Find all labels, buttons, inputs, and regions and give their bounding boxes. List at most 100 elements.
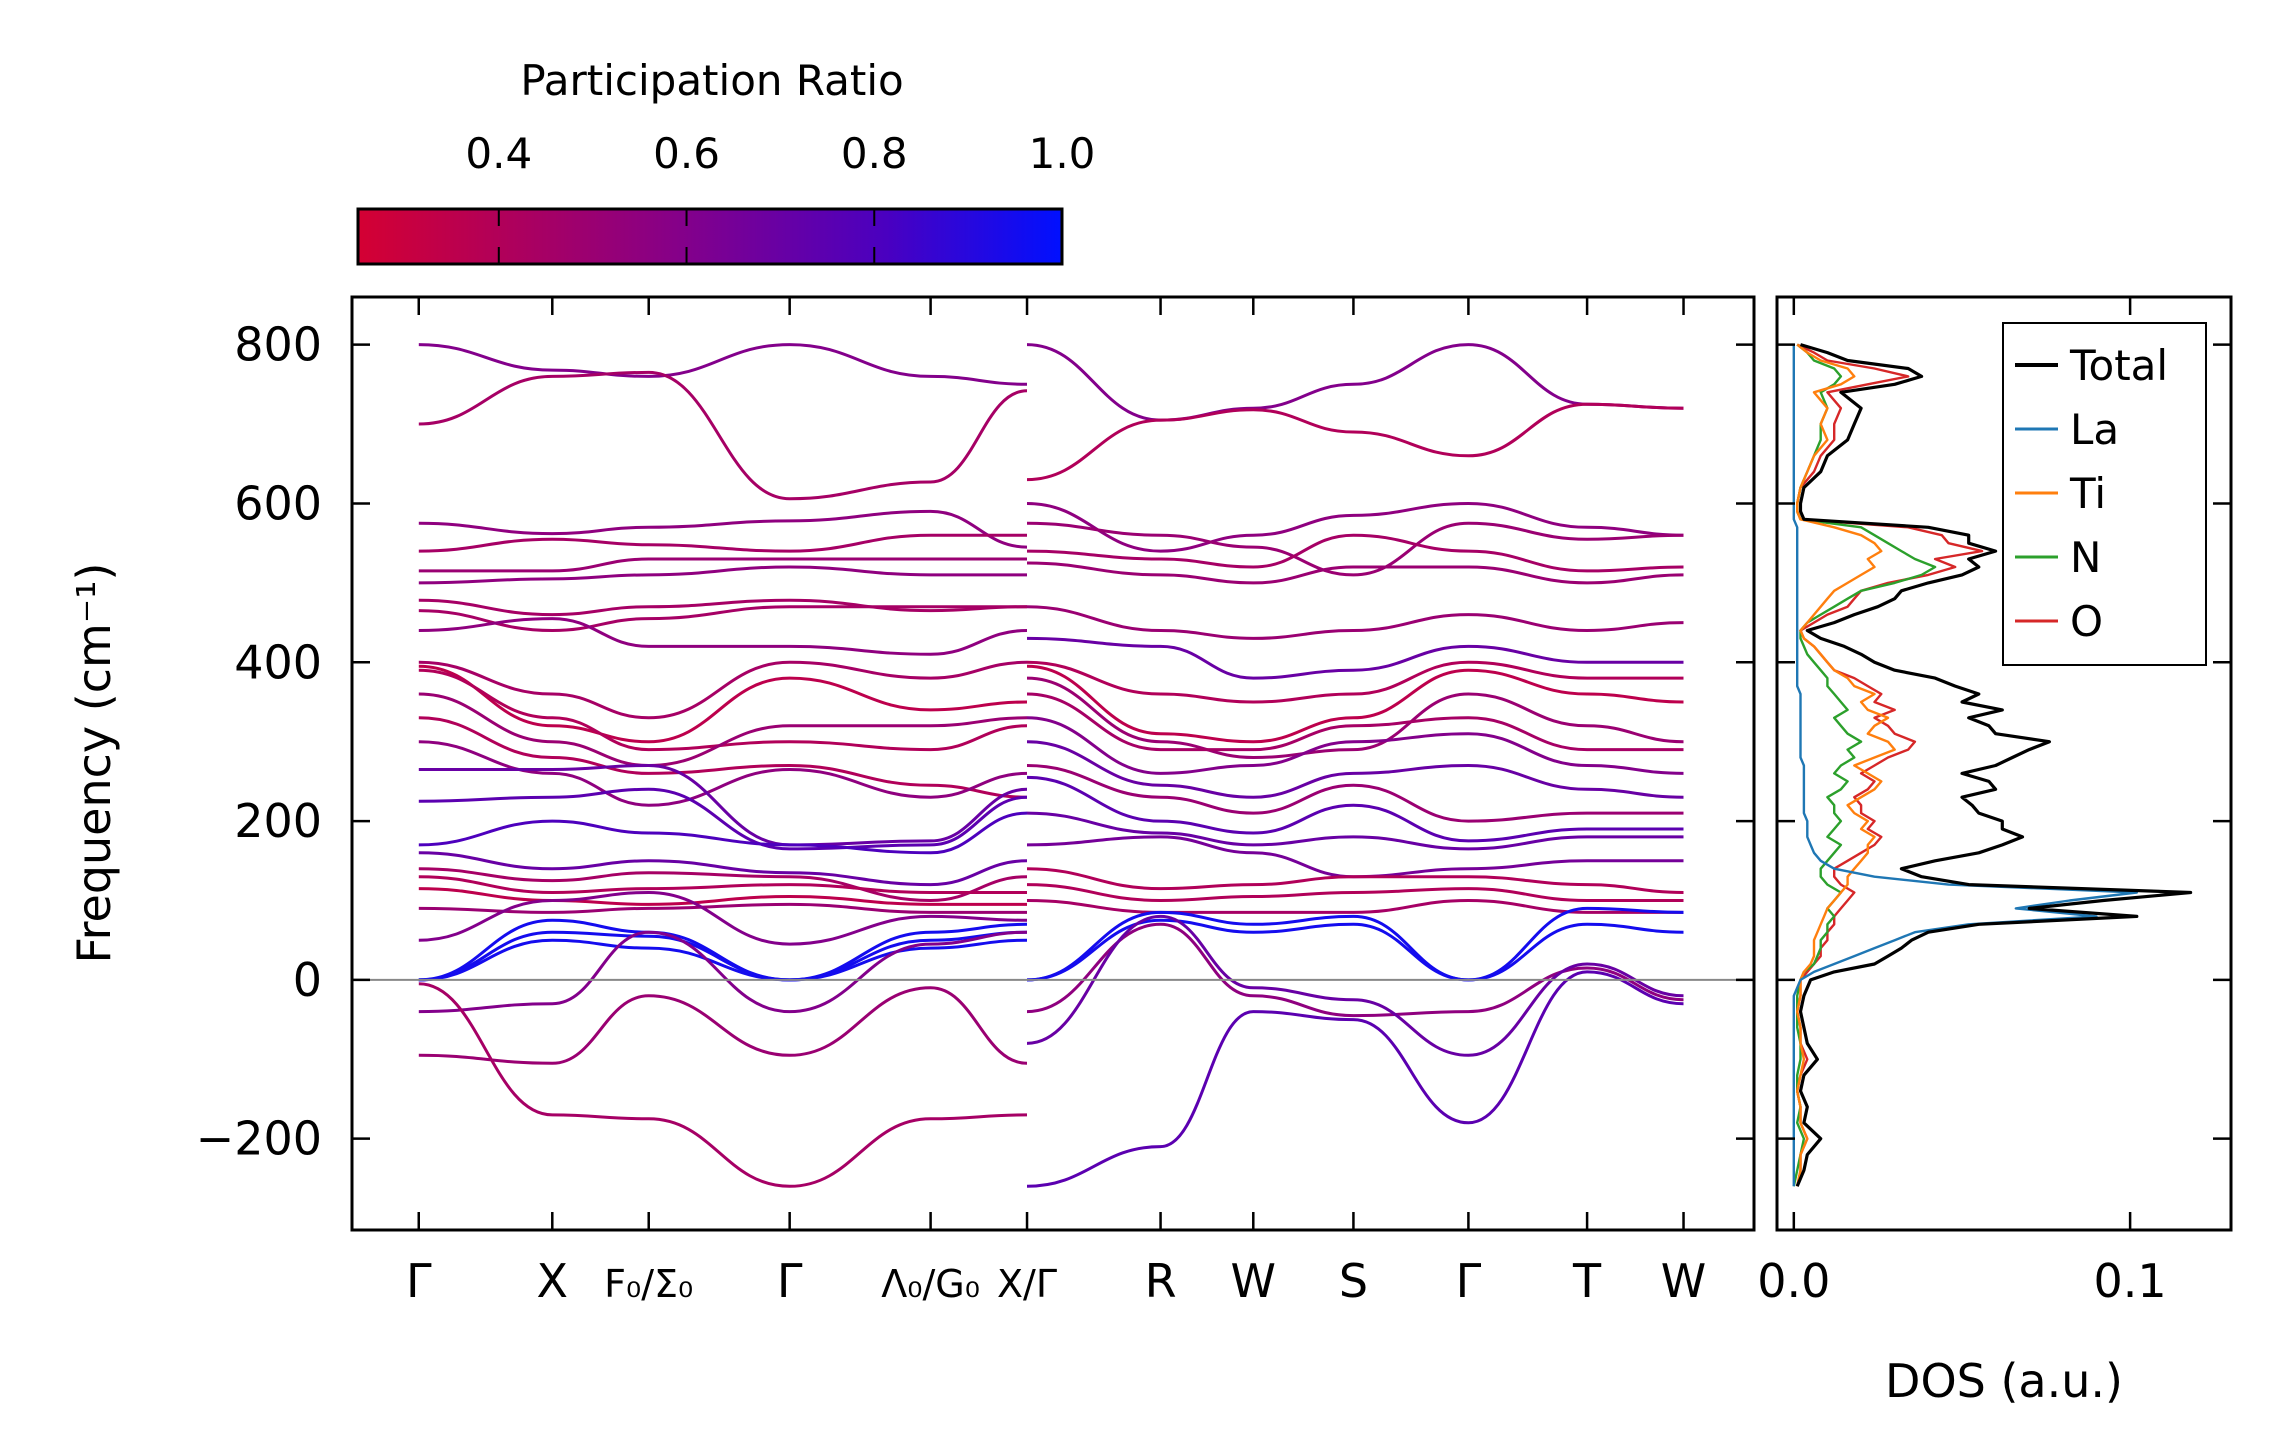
phonon-branch-b-15: [1026, 775, 1684, 843]
colorbar-tick-label: 0.4: [465, 129, 532, 178]
x-tick-label: Γ: [1456, 1254, 1482, 1308]
phonon-branch-b-20: [1026, 898, 1684, 914]
y-tick-label: 200: [234, 794, 322, 848]
phonon-branch-a-28: [418, 986, 1028, 1065]
phonon-branch-a-12: [418, 692, 1028, 768]
colorbar-tick-label: 1.0: [1029, 129, 1096, 178]
band-axes-frame: [350, 295, 1756, 1232]
dos-line-ti: [1796, 343, 1896, 1187]
x-tick-label: W: [1231, 1254, 1276, 1308]
band-y-axis-label: Frequency (cm⁻¹): [67, 563, 121, 964]
phonon-branch-b-8: [1026, 660, 1684, 704]
phonon-branch-b-7: [1026, 636, 1684, 680]
phonon-branch-a-0: [418, 343, 1028, 386]
x-tick-label: Λ₀/G₀: [881, 1262, 980, 1306]
phonon-branch-a-13: [418, 716, 1028, 799]
dos-ticks: 0.0 0.1: [1757, 297, 2231, 1308]
y-tick-label: 0: [293, 953, 322, 1007]
phonon-branch-b-21: [1026, 906, 1684, 982]
colorbar-tick-label: 0.8: [841, 129, 908, 178]
dos-panel: 0.0 0.1 DOS (a.u.) Total La Ti NO: [1757, 295, 2233, 1408]
colorbar-gradient: [356, 207, 1064, 266]
phonon-branch-a-5: [418, 565, 1027, 585]
y-tick-label: 800: [234, 318, 322, 372]
x-tick-label: W: [1661, 1254, 1706, 1308]
phonon-branch-a-1: [418, 370, 1028, 501]
phonon-branch-a-26: [418, 938, 1028, 982]
legend-label-la: La: [2070, 405, 2119, 454]
phonon-branch-b-16: [1026, 811, 1684, 851]
phonon-branch-b-12: [1026, 716, 1684, 775]
phonon-branch-b-19: [1026, 883, 1684, 903]
phonon-branch-a-9: [418, 660, 1028, 720]
phonon-branch-a-14: [418, 740, 1028, 807]
phonon-branch-a-15: [418, 763, 1028, 847]
phonon-branch-b-4: [1026, 533, 1684, 573]
band-x-ticks: Γ X F₀/Σ₀ Γ Λ₀/G₀ X/Γ R W S Γ T W: [406, 297, 1706, 1308]
y-tick-label: −200: [196, 1112, 322, 1166]
x-tick-label: Γ: [406, 1254, 432, 1308]
phonon-branch-a-19: [418, 867, 1028, 903]
x-tick-label: X/Γ: [997, 1262, 1057, 1306]
phonon-branch-a-4: [418, 557, 1027, 573]
phonon-branch-b-2: [1026, 501, 1684, 553]
dos-lines: [1792, 343, 2193, 1187]
dos-x-axis-label: DOS (a.u.): [1885, 1354, 2123, 1408]
phonon-branch-a-18: [418, 851, 1028, 887]
phonon-branch-a-21: [418, 887, 1027, 906]
x-tick-label: X: [537, 1254, 569, 1308]
dos-legend-entries: Total La Ti NO: [2015, 341, 2168, 646]
phonon-branch-a-10: [418, 664, 1028, 744]
colorbar-title: Participation Ratio: [520, 56, 903, 105]
x-tick-label: S: [1339, 1254, 1368, 1308]
phonon-branch-a-23: [418, 890, 1028, 946]
phonon-branch-a-6: [418, 598, 1028, 617]
phonon-branch-a-11: [418, 668, 1028, 752]
colorbar-tick-label: 0.6: [653, 129, 720, 178]
band-lines: [418, 343, 1684, 1188]
dos-line-la: [1792, 344, 2138, 1187]
phonon-branch-b-6: [1026, 605, 1684, 640]
x-tick-label: F₀/Σ₀: [604, 1262, 693, 1306]
phonon-branch-b-18: [1026, 867, 1684, 894]
phonon-branch-a-29: [418, 982, 1028, 1188]
phonon-branch-b-25: [1026, 970, 1684, 1188]
phonon-branch-b-23: [1026, 922, 1684, 1018]
phonon-branch-a-27: [418, 930, 1028, 1014]
legend-label-ti: Ti: [2069, 469, 2106, 518]
phonon-branch-b-9: [1026, 664, 1684, 744]
phonon-branch-a-7: [418, 605, 1027, 633]
phonon-branch-a-17: [418, 811, 1028, 855]
phonon-branch-a-20: [418, 875, 1027, 895]
phonon-branch-a-24: [418, 918, 1028, 982]
x-tick-label: T: [1572, 1254, 1602, 1308]
y-tick-label: 400: [234, 635, 322, 689]
colorbar-ticks: 0.4 0.6 0.8 1.0: [465, 129, 1095, 264]
legend-label-n: N: [2070, 533, 2101, 582]
phonon-branch-b-11: [1026, 692, 1684, 752]
x-tick-label: Γ: [777, 1254, 803, 1308]
x-tick-label: R: [1145, 1254, 1177, 1308]
phonon-branch-b-13: [1026, 740, 1684, 799]
y-tick-label: 600: [234, 476, 322, 530]
phonon-branch-b-0: [1026, 343, 1684, 422]
phonon-branch-b-22: [1026, 918, 1684, 982]
dos-legend: Total La Ti NO: [2002, 322, 2207, 666]
phonon-branch-b-10: [1026, 676, 1684, 760]
legend-label-o: O: [2070, 597, 2103, 646]
dos-x-tick-label: 0.0: [1757, 1254, 1830, 1308]
phonon-branch-b-24: [1026, 914, 1684, 1057]
phonon-branch-a-16: [418, 787, 1028, 851]
phonon-branch-b-5: [1026, 561, 1684, 585]
phonon-branch-a-22: [418, 902, 1027, 914]
dos-x-tick-label: 0.1: [2094, 1254, 2167, 1308]
phonon-branch-b-17: [1026, 835, 1684, 879]
phonon-branch-b-14: [1026, 764, 1684, 823]
legend-label-total: Total: [2069, 341, 2168, 390]
phonon-branch-a-25: [418, 930, 1028, 982]
phonon-branch-a-3: [418, 533, 1027, 553]
phonon-branch-a-2: [418, 509, 1028, 549]
dos-axes-frame: [1775, 295, 2233, 1232]
